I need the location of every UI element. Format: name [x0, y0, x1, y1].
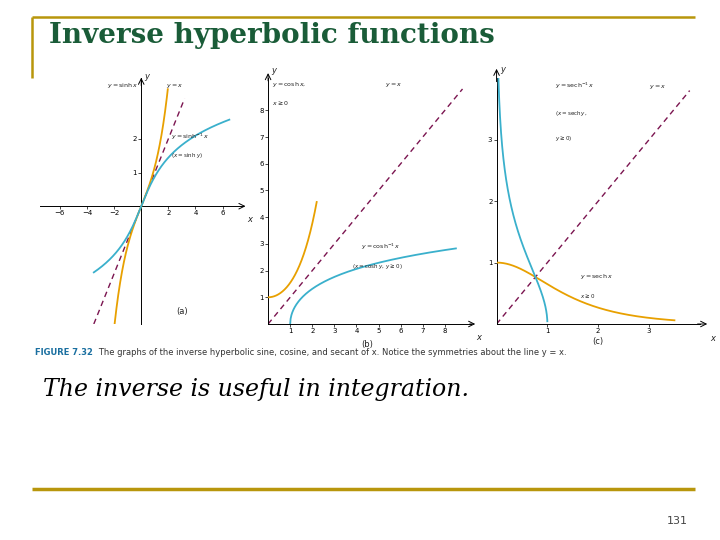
Text: y: y — [271, 66, 276, 75]
Text: FIGURE 7.32: FIGURE 7.32 — [35, 348, 92, 357]
Text: $x \geq 0$: $x \geq 0$ — [272, 99, 289, 107]
Text: $y = x$: $y = x$ — [166, 82, 183, 90]
Text: $y = \mathrm{sech}^{-1}\, x$: $y = \mathrm{sech}^{-1}\, x$ — [555, 80, 595, 91]
Text: The graphs of the inverse hyperbolic sine, cosine, and secant of x. Notice the s: The graphs of the inverse hyperbolic sin… — [91, 348, 567, 357]
Text: $(x = \cosh\, y,\, y \geq 0)$: $(x = \cosh\, y,\, y \geq 0)$ — [352, 262, 402, 271]
Text: Inverse hyperbolic functions: Inverse hyperbolic functions — [49, 22, 495, 49]
Text: x: x — [710, 334, 715, 343]
Text: $y \geq 0)$: $y \geq 0)$ — [555, 134, 572, 143]
Text: x: x — [247, 214, 252, 224]
Text: y: y — [500, 65, 505, 73]
Text: y: y — [145, 72, 150, 81]
Text: $(x = \mathrm{sech}\, y,$: $(x = \mathrm{sech}\, y,$ — [555, 109, 588, 118]
Text: 131: 131 — [667, 516, 688, 526]
Text: $y = \sinh x$: $y = \sinh x$ — [107, 80, 138, 90]
Text: $y = \cosh x,$: $y = \cosh x,$ — [272, 80, 307, 89]
Text: x: x — [477, 333, 482, 342]
Text: $y = \mathrm{sech}\, x$: $y = \mathrm{sech}\, x$ — [580, 272, 613, 281]
Text: $y = x$: $y = x$ — [385, 82, 402, 89]
Text: $y = x$: $y = x$ — [649, 83, 666, 91]
Text: The inverse is useful in integration.: The inverse is useful in integration. — [43, 378, 469, 401]
Text: $y = \cosh^{-1} x$: $y = \cosh^{-1} x$ — [361, 242, 400, 252]
Text: (a): (a) — [176, 307, 188, 316]
Text: (c): (c) — [593, 338, 604, 346]
Text: (b): (b) — [361, 340, 374, 349]
Text: $y = \sinh^{-1} x$: $y = \sinh^{-1} x$ — [171, 132, 209, 142]
Text: $(x = \sinh\, y)$: $(x = \sinh\, y)$ — [171, 151, 203, 160]
Text: $x \geq 0$: $x \geq 0$ — [580, 292, 595, 300]
